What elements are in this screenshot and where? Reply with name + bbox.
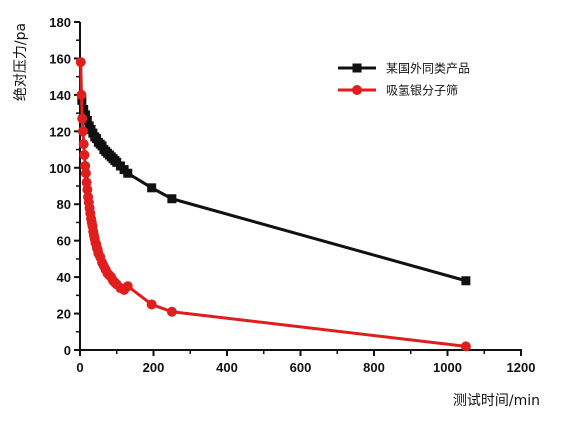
y-tick-label: 160: [49, 51, 71, 66]
data-point: [80, 160, 91, 171]
x-tick-label: 1000: [433, 360, 462, 375]
x-tick-label: 0: [76, 360, 83, 375]
legend-label: 吸氢银分子筛: [386, 83, 458, 98]
data-point: [79, 150, 90, 161]
y-tick-label: 20: [57, 307, 71, 322]
data-point: [80, 168, 91, 179]
y-tick-label: 60: [57, 234, 71, 249]
legend-marker: [352, 85, 362, 95]
data-point: [79, 104, 89, 114]
data-point: [460, 341, 471, 352]
data-point: [461, 276, 471, 286]
x-axis-title: 测试时间/min: [453, 393, 540, 409]
x-tick-label: 200: [143, 360, 165, 375]
legend-item: 某国外同类产品: [338, 62, 470, 76]
y-tick-label: 0: [64, 343, 71, 358]
data-point: [167, 194, 177, 204]
data-point: [77, 126, 88, 137]
legend-label: 某国外同类产品: [386, 62, 470, 76]
series-1: [75, 57, 471, 352]
data-point: [122, 281, 133, 292]
y-tick-label: 140: [49, 88, 71, 103]
y-tick-label: 180: [49, 15, 71, 30]
y-axis-title: 绝对压力/pa: [13, 23, 29, 101]
data-point: [146, 299, 157, 310]
legend-item: 吸氢银分子筛: [338, 83, 458, 98]
x-tick-label: 800: [363, 360, 385, 375]
series-line: [80, 100, 467, 283]
data-point: [123, 168, 133, 178]
data-point: [166, 306, 177, 317]
x-tick-label: 1200: [507, 360, 536, 375]
series-layer: [75, 57, 471, 352]
x-tick-label: 600: [290, 360, 312, 375]
data-point: [82, 115, 92, 125]
data-point: [78, 139, 89, 150]
data-point: [147, 183, 157, 193]
data-point: [75, 57, 86, 68]
data-point: [77, 113, 88, 124]
y-tick-label: 80: [57, 197, 71, 212]
data-point: [81, 177, 92, 188]
x-tick-label: 400: [216, 360, 238, 375]
series-line: [79, 62, 467, 348]
series-0: [77, 95, 471, 286]
axes: 0 200 400 600 800 1000 1200 0 20 40 60 80 100 120 140 1…: [49, 15, 535, 375]
y-tick-label: 40: [57, 270, 71, 285]
data-point: [76, 89, 87, 100]
legend-marker: [352, 63, 362, 73]
y-tick-label: 120: [49, 124, 71, 139]
y-tick-label: 100: [49, 161, 71, 176]
data-point: [82, 184, 93, 195]
